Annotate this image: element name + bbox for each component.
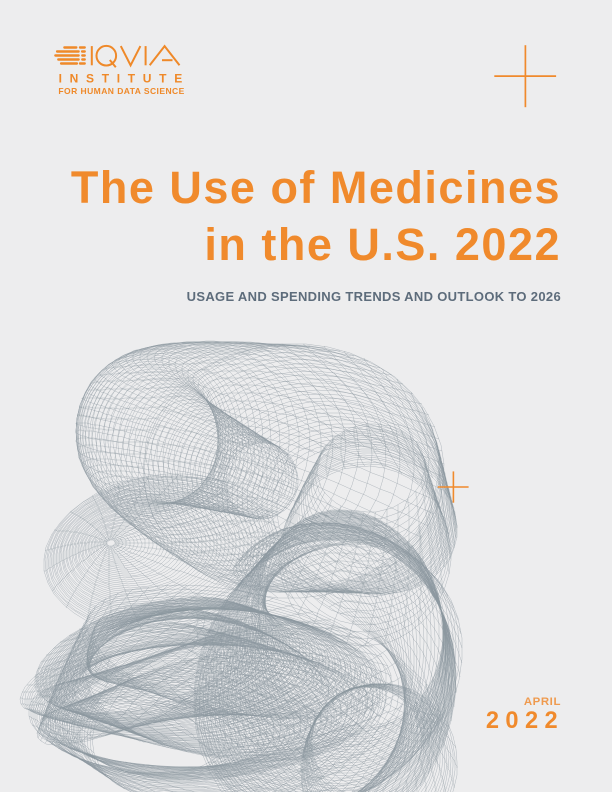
svg-text:FOR HUMAN DATA SCIENCE: FOR HUMAN DATA SCIENCE	[58, 86, 184, 96]
svg-text:INSTITUTE: INSTITUTE	[59, 72, 190, 86]
